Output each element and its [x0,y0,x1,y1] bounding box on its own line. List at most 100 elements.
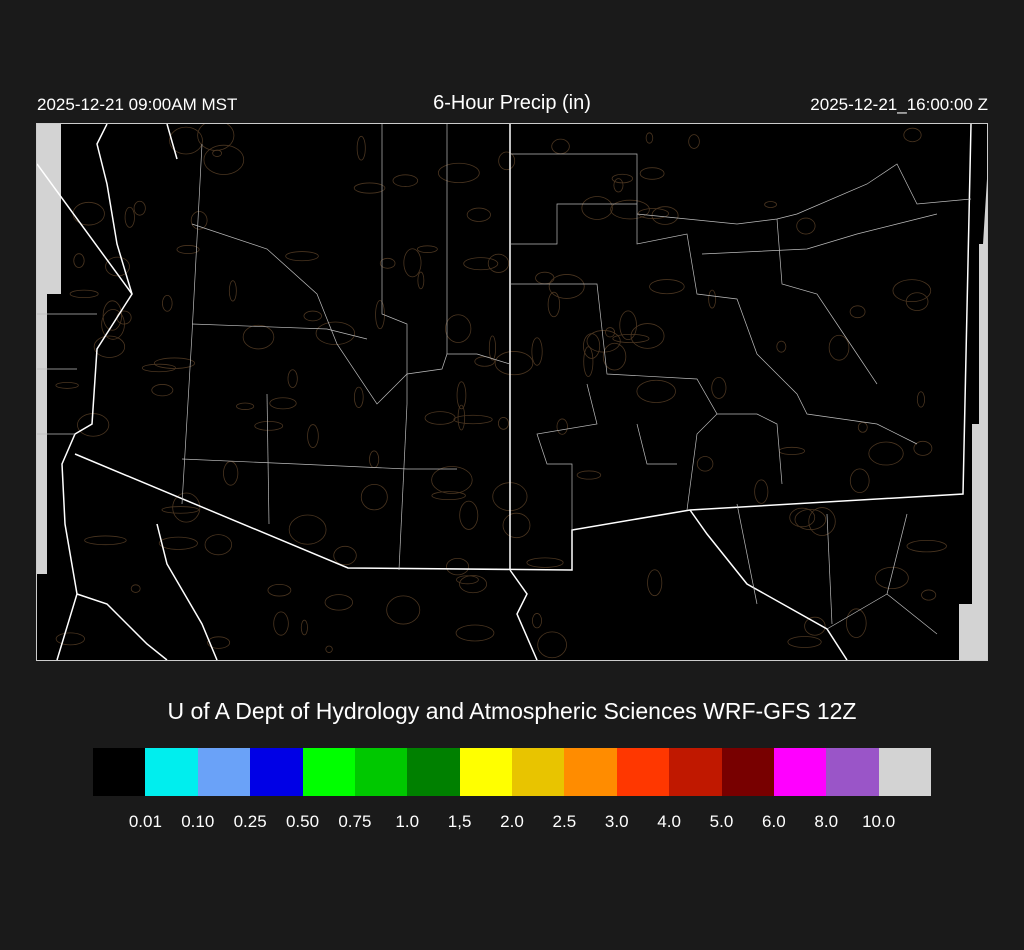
terrain-contour [463,257,499,271]
colorbar-swatch [512,748,565,796]
terrain-contour [303,310,322,322]
terrain-contours [55,120,947,659]
terrain-contour [324,594,354,611]
terrain-contour [207,636,231,649]
terrain-contour [916,391,925,408]
terrain-contour [212,149,222,157]
terrain-contour [498,151,516,171]
terrain-contour [455,624,495,642]
state-borders [36,123,972,661]
terrain-contour [905,292,929,312]
terrain-contour [688,134,700,149]
colorbar-swatch [93,748,146,796]
terrain-contour [417,271,425,290]
terrain-contour [457,404,466,431]
terrain-contour [176,245,200,255]
terrain-contour [488,335,497,361]
county-borders [37,124,972,635]
terrain-contour [386,595,421,625]
terrain-contour [369,450,380,469]
terrain-contour [456,575,479,585]
terrain-contour [431,466,473,494]
terrain-contour [921,589,937,601]
terrain-contour [711,376,727,399]
terrain-contour [105,256,130,277]
terrain-contour [424,411,456,425]
terrain-contour [583,346,594,377]
terrain-contour [93,335,126,358]
terrain-contour [696,456,714,472]
terrain-contour [130,584,141,593]
terrain-contour [796,217,816,235]
terrain-contour [254,421,284,431]
terrain-contour [55,632,85,646]
terrain-contour [84,535,127,546]
colorbar-label: 0.50 [285,812,320,831]
terrain-contour [353,386,364,408]
terrain-contour [69,289,99,299]
terrain-contour [300,619,308,636]
terrain-contour [141,363,176,373]
colorbar-label: 1,5 [447,812,472,831]
terrain-contour [619,310,637,341]
terrain-contour [892,279,932,303]
terrain-contour [497,417,509,430]
local-time-label: 2025-12-21 09:00AM MST [37,95,238,114]
terrain-contour [431,491,466,501]
terrain-contour [778,446,806,455]
terrain-contour [72,201,105,226]
terrain-contour [903,127,922,143]
colorbar-label: 0.25 [233,812,267,831]
terrain-contour [849,305,866,319]
terrain-contour [333,545,357,566]
terrain-contour [445,314,472,343]
terrain-contour [73,253,85,268]
terrain-contour [459,500,479,530]
terrain-contour [267,583,292,597]
terrain-contour [913,440,933,456]
terrain-contour [228,280,237,302]
terrain-contour [535,271,555,285]
terrain-contour [849,468,870,494]
colorbar-label: 8.0 [814,812,839,831]
terrain-contour [153,357,196,369]
terrain-contour [466,207,491,222]
terrain-contour [548,274,585,299]
terrain-contour [379,257,396,269]
colorbar-swatch [564,748,617,796]
terrain-contour [846,608,867,638]
terrain-contour [531,337,543,366]
terrain-contour [639,167,665,180]
colorbar-label: 2.0 [500,812,524,831]
colorbar-label: 10.0 [862,812,896,831]
terrain-contour [288,514,327,545]
colorbar-swatch [407,748,460,796]
terrain-contour [630,323,665,349]
valid-time-label: 2025-12-21_16:00:00 Z [810,95,988,114]
terrain-contour [236,402,255,410]
terrain-contour [269,397,297,410]
terrain-contour [547,291,561,318]
terrain-contour [537,631,567,659]
terrain-contour [649,279,685,295]
colorbar-swatch [197,748,251,796]
map-canvas [36,120,987,661]
terrain-contour [651,206,679,225]
colorbar-label: 3.0 [604,812,629,831]
terrain-contour [101,309,125,340]
terrain-contour [804,616,826,636]
terrain-contour [162,294,173,312]
terrain-contour [307,424,319,448]
terrain-contour [494,351,534,376]
terrain-contour [857,421,868,433]
terrain-contour [868,441,904,466]
terrain-contour [556,418,568,435]
terrain-contour [776,340,787,353]
colorbar-swatch [145,748,198,796]
terrain-contour [576,470,602,480]
terrain-contour [645,132,654,144]
colorbar-swatch [669,748,722,796]
terrain-contour [158,536,198,550]
colorbar-label: 0.10 [181,812,215,831]
colorbar-swatch [826,748,879,796]
